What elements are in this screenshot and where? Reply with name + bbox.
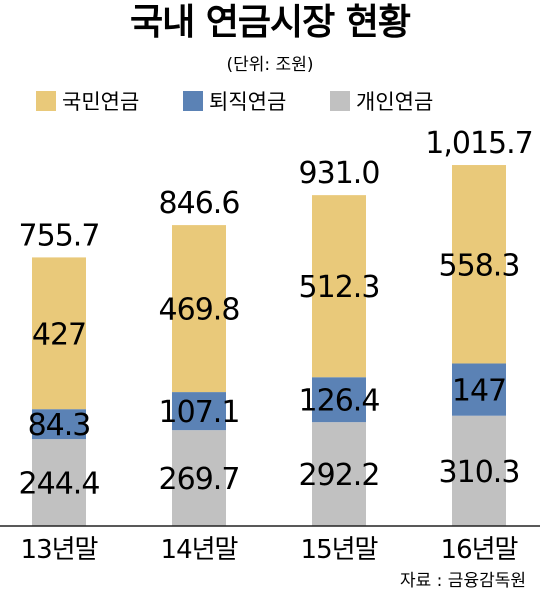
data-label-national-4: 558.3 (439, 248, 520, 283)
category-label-3: 15년말 (301, 535, 378, 565)
total-label-1: 755.7 (19, 218, 100, 253)
bar-personal-1 (32, 439, 86, 526)
legend-swatch-personal (330, 91, 350, 111)
category-label-1: 13년말 (21, 535, 98, 565)
data-label-retirement-2: 107.1 (159, 395, 240, 430)
category-label-2: 14년말 (161, 535, 238, 565)
legend-swatch-retirement (183, 91, 203, 111)
bar-personal-3 (312, 422, 366, 526)
legend: 국민연금 퇴직연금 개인연금 (36, 90, 433, 114)
legend-swatch-national (36, 91, 56, 111)
data-label-retirement-3: 126.4 (299, 384, 380, 419)
data-label-personal-3: 292.2 (299, 458, 380, 493)
bar-national-1 (32, 257, 86, 410)
category-label-4: 16년말 (441, 535, 518, 565)
bar-national-4 (452, 165, 506, 364)
unit-note: (단위: 조원) (227, 55, 314, 75)
legend-label-national: 국민연금 (62, 90, 139, 114)
bar-personal-2 (172, 430, 226, 526)
bar-national-2 (172, 225, 226, 393)
legend-label-retirement: 퇴직연금 (209, 90, 286, 114)
data-label-personal-2: 269.7 (159, 462, 240, 497)
data-label-national-1: 427 (32, 317, 86, 352)
bars-group: 244.4 84.3 427 755.7 269.7 107.1 469.8 846.6 292… (19, 126, 534, 526)
data-label-retirement-4: 147 (452, 374, 506, 409)
bar-retirement-4 (452, 363, 506, 416)
data-label-retirement-1: 84.3 (28, 408, 91, 443)
data-label-personal-1: 244.4 (19, 467, 100, 502)
category-labels: 13년말 14년말 15년말 16년말 (21, 535, 519, 565)
total-label-4: 1,015.7 (425, 126, 533, 161)
bar-national-3 (312, 195, 366, 378)
bar-personal-4 (452, 415, 506, 526)
legend-label-personal: 개인연금 (356, 90, 433, 114)
bar-retirement-3 (312, 377, 366, 423)
bar-retirement-1 (32, 409, 86, 440)
bar-retirement-2 (172, 392, 226, 431)
data-label-national-3: 512.3 (299, 270, 380, 305)
total-label-2: 846.6 (159, 186, 240, 221)
chart-title: 국내 연금시장 현황 (130, 2, 411, 43)
data-label-national-2: 469.8 (159, 293, 240, 328)
total-label-3: 931.0 (299, 156, 380, 191)
data-label-personal-4: 310.3 (439, 455, 520, 490)
source-note: 자료 : 금융감독원 (400, 571, 526, 591)
